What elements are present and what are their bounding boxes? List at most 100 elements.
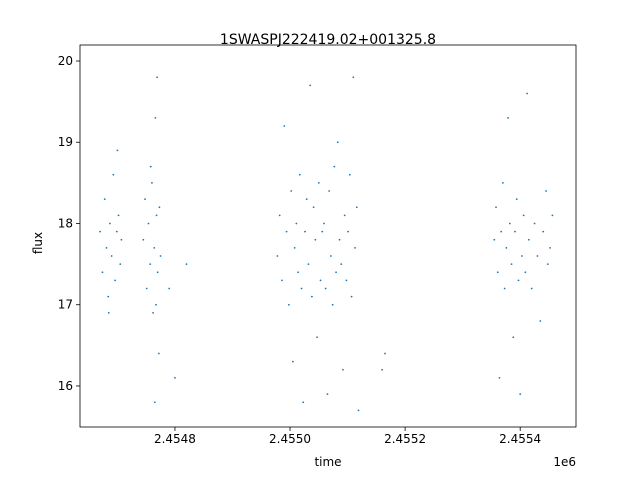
- point: [151, 181, 153, 184]
- point: [546, 263, 549, 266]
- point: [345, 279, 348, 282]
- point: [333, 165, 336, 168]
- point: [519, 393, 522, 395]
- point: [384, 352, 386, 355]
- point: [107, 295, 110, 298]
- point: [155, 303, 157, 306]
- point: [502, 181, 504, 184]
- x-tick-label: 2.4550: [269, 432, 311, 446]
- point: [103, 198, 106, 201]
- point: [533, 222, 536, 225]
- point: [338, 238, 341, 241]
- x-tick-label: 2.4554: [499, 432, 541, 446]
- point: [355, 206, 358, 209]
- point: [307, 263, 310, 266]
- point: [155, 214, 158, 217]
- y-tick-label: 18: [58, 216, 73, 230]
- point: [507, 116, 510, 119]
- point: [292, 360, 294, 363]
- point: [343, 214, 346, 217]
- point: [101, 271, 104, 274]
- point: [347, 230, 350, 233]
- point: [326, 393, 329, 395]
- point: [324, 287, 327, 290]
- point: [278, 214, 281, 217]
- point: [149, 263, 152, 266]
- point: [503, 287, 506, 290]
- point: [314, 238, 317, 241]
- point: [159, 255, 162, 257]
- point: [144, 198, 146, 201]
- point: [549, 246, 552, 249]
- point: [276, 255, 279, 257]
- y-tick-label: 16: [58, 379, 73, 393]
- point: [336, 141, 339, 144]
- point: [158, 206, 161, 209]
- point: [500, 230, 503, 233]
- y-tick-label: 20: [58, 54, 73, 68]
- x-offset-label: 1e6: [553, 455, 576, 469]
- point: [381, 368, 383, 371]
- point: [316, 336, 318, 339]
- point: [505, 246, 508, 249]
- point: [331, 303, 334, 306]
- point: [156, 76, 159, 79]
- point: [168, 287, 171, 290]
- point: [285, 230, 288, 233]
- y-tick-label: 17: [58, 298, 73, 312]
- point: [551, 214, 554, 217]
- point: [305, 198, 308, 201]
- point: [145, 287, 148, 290]
- point: [152, 311, 154, 314]
- point: [153, 246, 156, 249]
- point: [498, 376, 501, 379]
- point: [309, 84, 312, 87]
- y-axis-label: flux: [31, 232, 45, 254]
- point: [321, 230, 324, 233]
- point: [110, 255, 113, 257]
- point: [119, 263, 122, 266]
- point: [495, 206, 497, 209]
- point: [348, 173, 351, 176]
- point: [302, 401, 305, 404]
- point: [149, 165, 152, 168]
- point: [542, 230, 545, 233]
- point: [354, 246, 356, 249]
- point: [114, 279, 116, 282]
- point: [510, 263, 513, 266]
- point: [340, 263, 343, 266]
- point: [293, 246, 296, 249]
- point: [117, 214, 120, 217]
- point: [526, 92, 528, 95]
- point: [515, 198, 518, 201]
- point: [323, 222, 325, 225]
- point: [493, 238, 496, 241]
- point: [319, 279, 322, 282]
- point: [281, 279, 283, 282]
- point: [521, 255, 523, 257]
- point: [297, 271, 299, 274]
- point: [116, 149, 119, 152]
- point: [156, 271, 159, 274]
- point: [295, 222, 298, 225]
- point: [512, 336, 515, 339]
- point: [115, 230, 118, 233]
- point: [287, 303, 290, 306]
- point: [328, 190, 331, 192]
- point: [298, 173, 301, 176]
- point: [342, 368, 344, 371]
- point: [524, 271, 527, 274]
- point: [283, 125, 286, 127]
- y-tick-label: 19: [58, 135, 73, 149]
- point: [154, 116, 157, 119]
- point: [514, 230, 516, 233]
- point: [300, 287, 303, 290]
- point: [107, 311, 110, 314]
- point: [329, 255, 332, 257]
- x-axis-label: time: [314, 455, 341, 469]
- point: [317, 181, 320, 184]
- point: [357, 409, 360, 412]
- point: [496, 271, 499, 274]
- point: [142, 238, 145, 241]
